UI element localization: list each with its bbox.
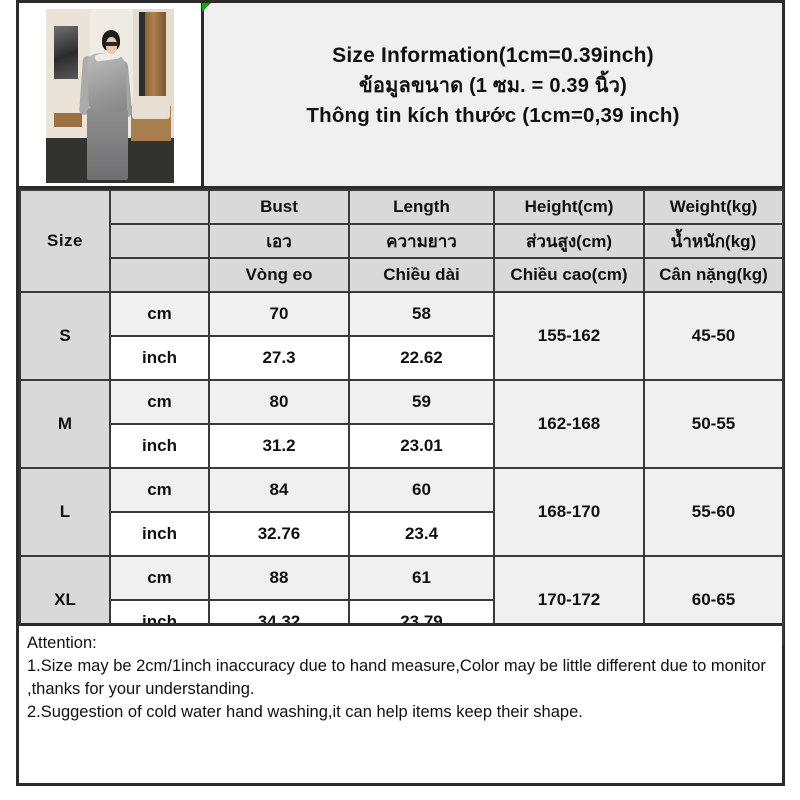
attention-block: Attention: 1.Size may be 2cm/1inch inacc… bbox=[19, 623, 782, 783]
height-l: 168-170 bbox=[493, 467, 645, 557]
attention-heading: Attention: bbox=[27, 634, 97, 652]
header-blank-unit-th bbox=[109, 223, 210, 259]
header-height-th: ส่วนสูง(cm) bbox=[493, 223, 645, 259]
header-length-th: ความยาว bbox=[348, 223, 495, 259]
header-weight-en: Weight(kg) bbox=[643, 189, 784, 225]
bust-inch-l: 32.76 bbox=[208, 511, 350, 557]
table-row: S cm 70 58 155-162 45-50 bbox=[19, 291, 784, 381]
bust-cm-l: 84 bbox=[208, 467, 350, 513]
size-label-s: S bbox=[19, 291, 111, 381]
bust-inch-m: 31.2 bbox=[208, 423, 350, 469]
attention-note-2: 2.Suggestion of cold water hand washing,… bbox=[27, 703, 583, 721]
product-photo bbox=[46, 9, 174, 183]
photo-side-table bbox=[53, 113, 82, 128]
table-header-row-thai: เอว ความยาว ส่วนสูง(cm) น้ำหนัก(kg) bbox=[20, 223, 784, 259]
unit-inch-l: inch bbox=[109, 511, 210, 557]
length-cm-s: 58 bbox=[348, 291, 495, 337]
header-bust-th: เอว bbox=[208, 223, 350, 259]
weight-m: 50-55 bbox=[643, 379, 784, 469]
table-row: inch 32.76 23.4 bbox=[20, 511, 783, 557]
unit-cm-m: cm bbox=[109, 379, 210, 425]
weight-s: 45-50 bbox=[643, 291, 784, 381]
bust-inch-s: 27.3 bbox=[208, 335, 350, 381]
size-label-l: L bbox=[19, 467, 111, 557]
header-bust-vi: Vòng eo bbox=[208, 257, 350, 293]
photo-cushion bbox=[131, 96, 171, 119]
header-blank-unit-vi bbox=[109, 257, 210, 293]
title-line-english: Size Information(1cm=0.39inch) bbox=[332, 44, 654, 67]
table-row: M cm 80 59 162-168 50-55 bbox=[19, 379, 784, 469]
unit-inch-s: inch bbox=[109, 335, 210, 381]
bust-cm-s: 70 bbox=[208, 291, 350, 337]
unit-inch-m: inch bbox=[109, 423, 210, 469]
table-row: inch 27.3 22.62 bbox=[20, 335, 783, 381]
unit-cm-l: cm bbox=[109, 467, 210, 513]
bust-cm-xl: 88 bbox=[208, 555, 350, 601]
bust-cm-m: 80 bbox=[208, 379, 350, 425]
length-cm-xl: 61 bbox=[348, 555, 495, 601]
header-weight-vi: Cân nặng(kg) bbox=[643, 257, 784, 293]
length-cm-m: 59 bbox=[348, 379, 495, 425]
length-inch-l: 23.4 bbox=[348, 511, 495, 557]
unit-cm-xl: cm bbox=[109, 555, 210, 601]
photo-wall-art bbox=[53, 26, 78, 79]
table-row: inch 31.2 23.01 bbox=[20, 423, 783, 469]
length-cm-l: 60 bbox=[348, 467, 495, 513]
table-row: XL cm 88 61 170-172 60-65 bbox=[19, 555, 784, 645]
header-band: Size Information(1cm=0.39inch) ข้อมูลขนา… bbox=[19, 3, 782, 189]
height-s: 155-162 bbox=[493, 291, 645, 381]
size-table: Size Bust Length Height(cm) Weight(kg) เ… bbox=[19, 189, 784, 645]
header-blank-unit-en bbox=[109, 189, 210, 225]
title-line-thai: ข้อมูลขนาด (1 ซม. = 0.39 นิ้ว) bbox=[359, 75, 627, 97]
header-height-vi: Chiều cao(cm) bbox=[493, 257, 645, 293]
length-inch-s: 22.62 bbox=[348, 335, 495, 381]
attention-note-1: 1.Size may be 2cm/1inch inaccuracy due t… bbox=[27, 657, 766, 698]
table-header-row-vietnamese: Vòng eo Chiều dài Chiều cao(cm) Cân nặng… bbox=[20, 257, 784, 293]
photo-wooden-door bbox=[144, 12, 167, 96]
table-row: L cm 84 60 168-170 55-60 bbox=[19, 467, 784, 557]
photo-door-frame bbox=[139, 12, 145, 100]
green-triangle-marker bbox=[202, 3, 211, 12]
size-chart-frame: Size Information(1cm=0.39inch) ข้อมูลขนา… bbox=[16, 0, 785, 786]
photo-model-top bbox=[87, 51, 128, 113]
header-height-en: Height(cm) bbox=[493, 189, 645, 225]
sunglasses-icon bbox=[104, 42, 118, 46]
title-block: Size Information(1cm=0.39inch) ข้อมูลขนา… bbox=[204, 3, 782, 186]
weight-l: 55-60 bbox=[643, 467, 784, 557]
header-length-en: Length bbox=[348, 189, 495, 225]
size-label-m: M bbox=[19, 379, 111, 469]
header-length-vi: Chiều dài bbox=[348, 257, 495, 293]
size-header-cell: Size bbox=[19, 189, 111, 293]
height-m: 162-168 bbox=[493, 379, 645, 469]
header-bust-en: Bust bbox=[208, 189, 350, 225]
unit-cm-s: cm bbox=[109, 291, 210, 337]
table-header-row-english: Size Bust Length Height(cm) Weight(kg) bbox=[19, 189, 784, 293]
product-photo-cell bbox=[19, 3, 204, 186]
title-line-vietnamese: Thông tin kích thước (1cm=0,39 inch) bbox=[306, 104, 680, 127]
header-weight-th: น้ำหนัก(kg) bbox=[643, 223, 784, 259]
photo-model-trousers bbox=[86, 108, 128, 180]
length-inch-m: 23.01 bbox=[348, 423, 495, 469]
